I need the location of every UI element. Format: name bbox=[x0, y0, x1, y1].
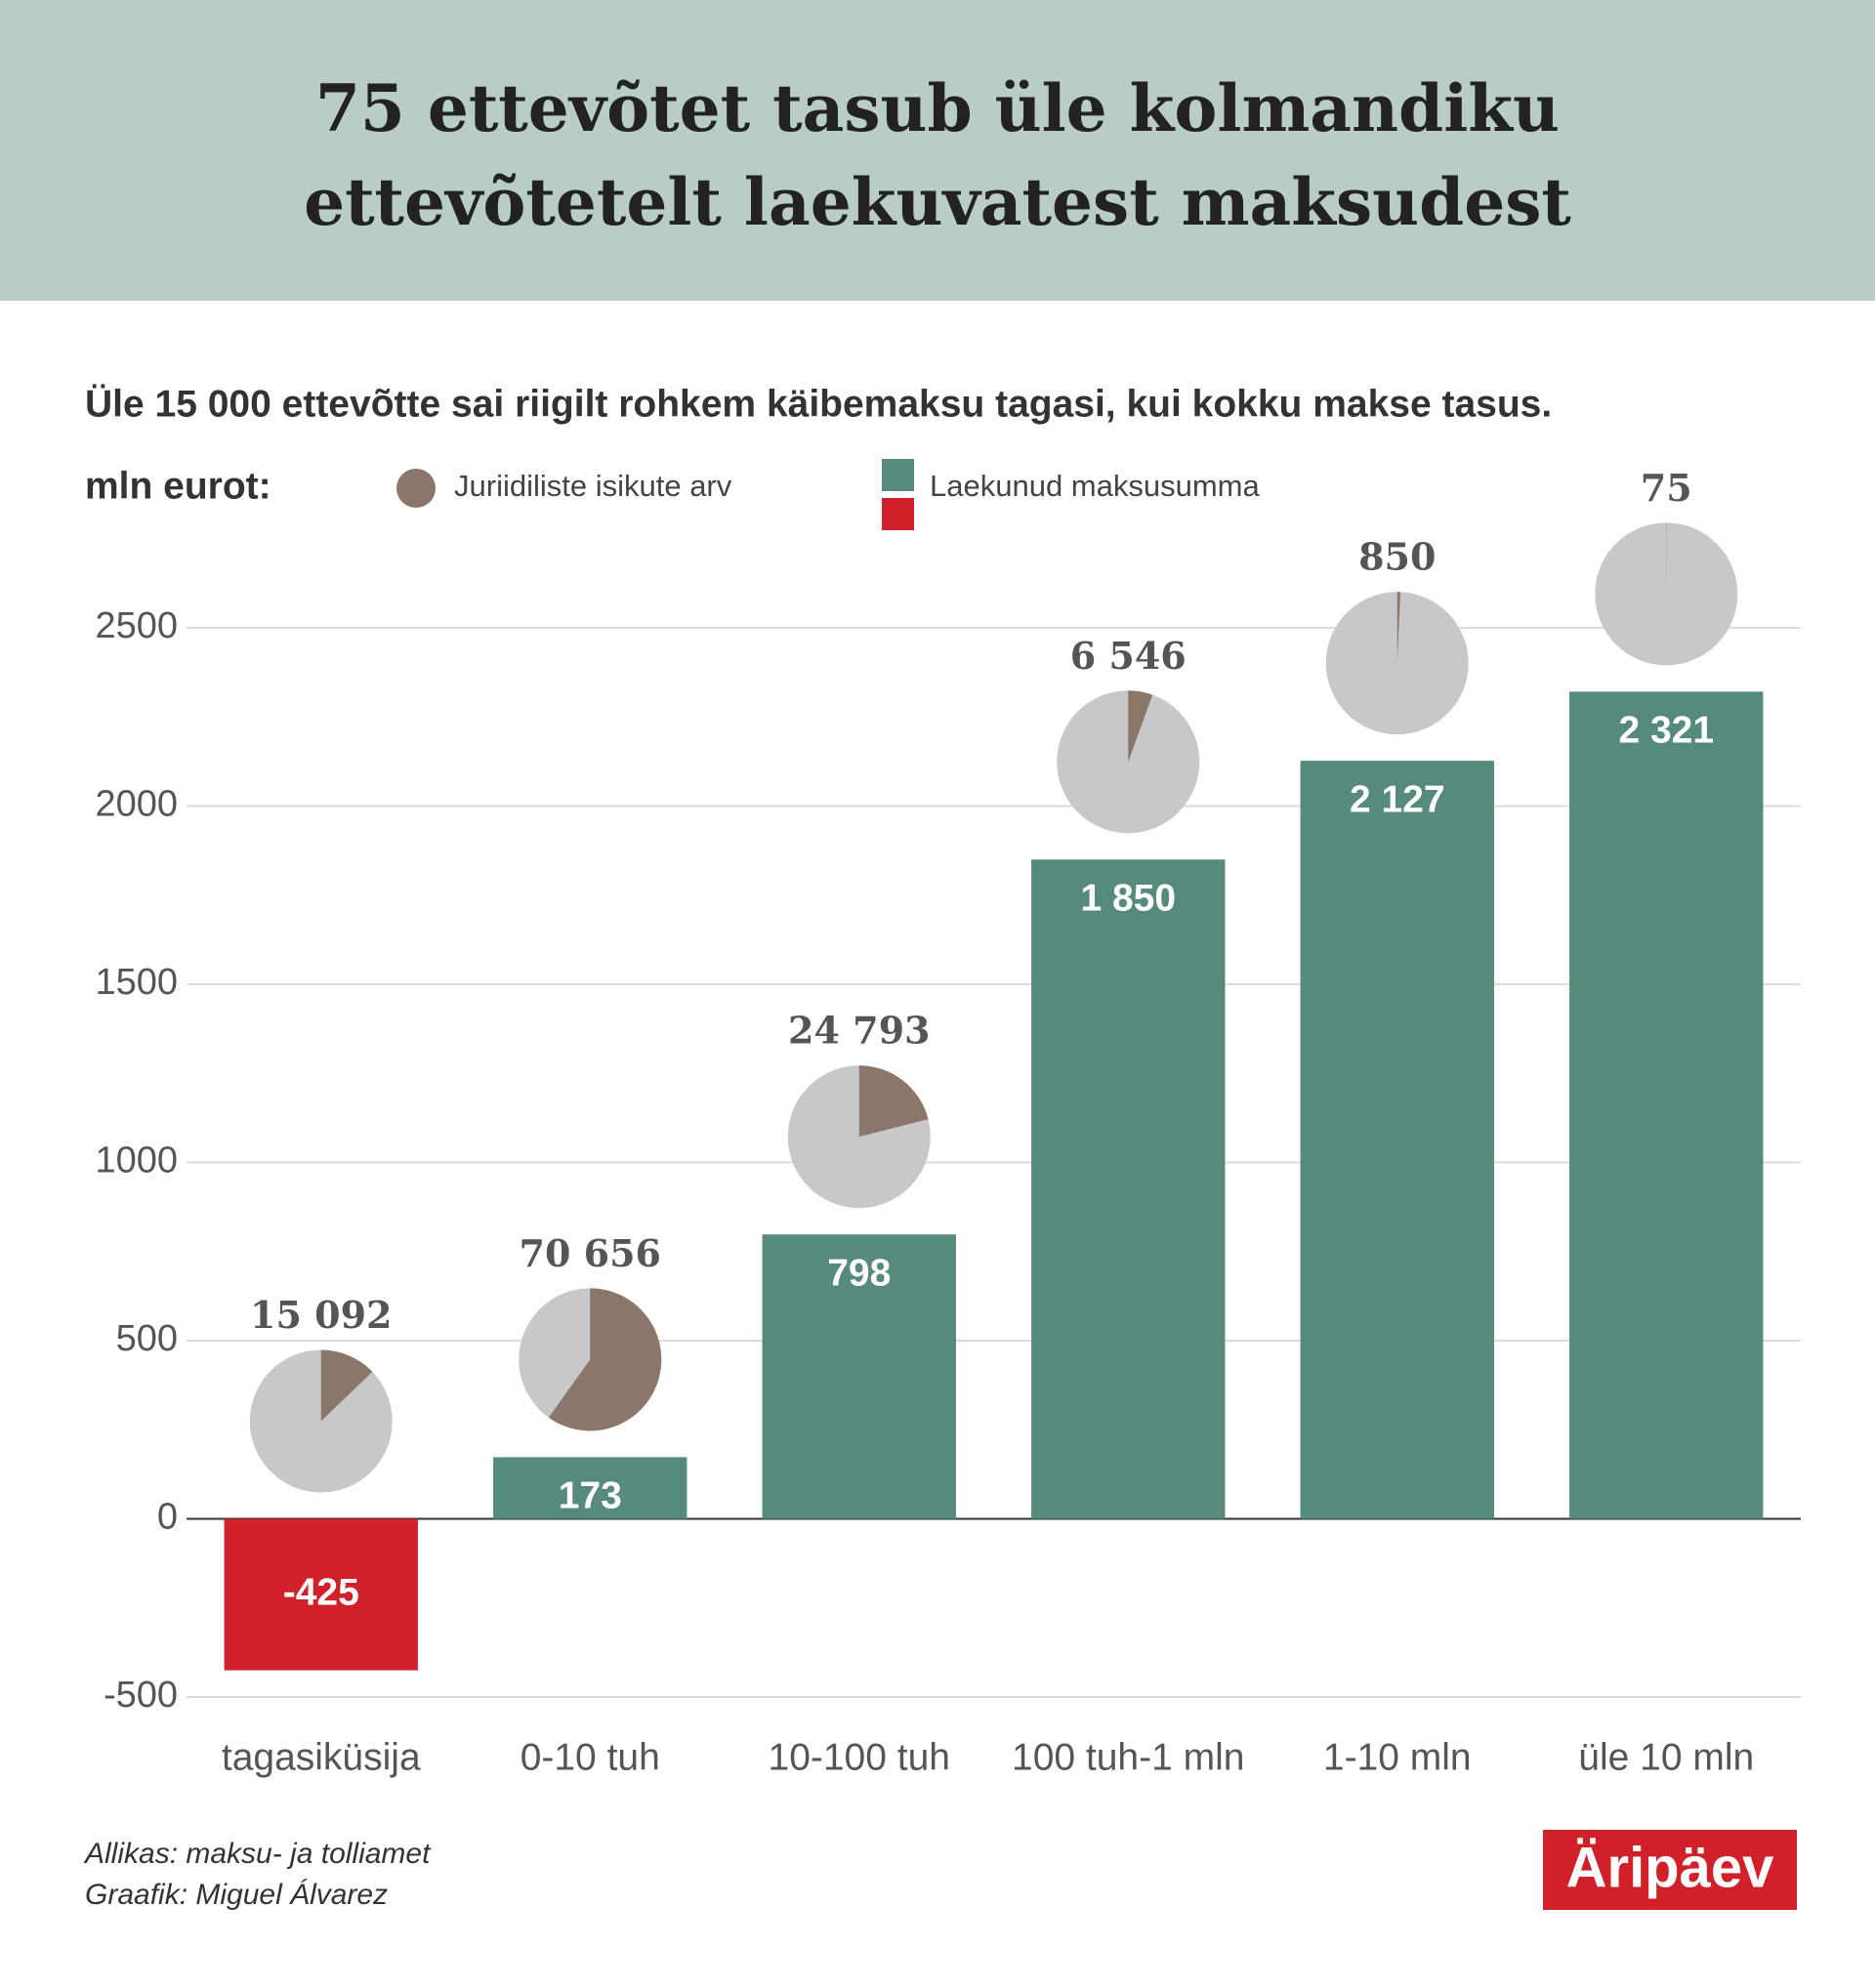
value-label: 2 321 bbox=[1618, 710, 1714, 752]
x-tick-label: tagasiküsija bbox=[222, 1736, 421, 1778]
value-label: 1 850 bbox=[1080, 878, 1176, 920]
legend-label: Laekunud maksusumma bbox=[930, 469, 1260, 503]
bar bbox=[224, 1518, 418, 1671]
source: Allikas: maksu- ja tolliamet bbox=[83, 1838, 432, 1870]
value-label: 798 bbox=[827, 1253, 891, 1295]
y-tick-label: 2500 bbox=[95, 605, 178, 646]
y-tick-label: 1000 bbox=[95, 1140, 178, 1181]
bar bbox=[493, 1457, 688, 1519]
pie-slice bbox=[1396, 592, 1401, 664]
value-label: 2 127 bbox=[1350, 778, 1445, 820]
unit-label: mln eurot: bbox=[85, 465, 271, 507]
x-tick-label: üle 10 mln bbox=[1578, 1736, 1754, 1778]
credit: Graafik: Miguel Álvarez bbox=[85, 1879, 388, 1911]
legend-label: Juriidiliste isikute arv bbox=[454, 469, 732, 503]
bar bbox=[1569, 691, 1764, 1519]
count-label: 15 092 bbox=[250, 1293, 392, 1337]
count-label: 75 bbox=[1641, 466, 1692, 510]
y-tick-label: 1500 bbox=[95, 962, 178, 1003]
value-label: -425 bbox=[283, 1571, 359, 1613]
header-band bbox=[0, 0, 1875, 301]
y-tick-label: 0 bbox=[157, 1497, 178, 1538]
pie-slice bbox=[320, 1349, 373, 1422]
chart-title: 75 ettevõtet tasub üle kolmandiku bbox=[315, 70, 1560, 146]
y-tick-label: -500 bbox=[104, 1675, 178, 1716]
y-tick-label: 500 bbox=[116, 1318, 178, 1359]
legend-symbol bbox=[882, 459, 914, 491]
legend-symbol bbox=[396, 469, 436, 508]
bar bbox=[762, 1234, 956, 1519]
chart-title: ettevõtetelt laekuvatest maksudest bbox=[304, 164, 1571, 240]
pie-slice bbox=[858, 1065, 929, 1138]
bar bbox=[1300, 761, 1494, 1519]
count-label: 70 656 bbox=[520, 1231, 661, 1275]
count-label: 6 546 bbox=[1070, 634, 1187, 678]
chart-subtitle: Üle 15 000 ettevõtte sai riigilt rohkem … bbox=[85, 383, 1552, 425]
pie-slice bbox=[1128, 690, 1153, 763]
x-tick-label: 100 tuh-1 mln bbox=[1012, 1736, 1244, 1778]
count-label: 850 bbox=[1358, 535, 1436, 579]
logo: Äripäev bbox=[1566, 1836, 1774, 1899]
x-tick-label: 0-10 tuh bbox=[521, 1736, 660, 1778]
logo-box bbox=[1543, 1830, 1797, 1910]
count-label: 24 793 bbox=[788, 1009, 930, 1053]
pie-slice bbox=[548, 1288, 662, 1431]
x-tick-label: 10-100 tuh bbox=[769, 1736, 951, 1778]
legend-symbol bbox=[882, 498, 914, 530]
bar bbox=[1031, 859, 1226, 1519]
value-label: 173 bbox=[559, 1475, 622, 1517]
x-tick-label: 1-10 mln bbox=[1323, 1736, 1472, 1778]
y-tick-label: 2000 bbox=[95, 784, 178, 825]
